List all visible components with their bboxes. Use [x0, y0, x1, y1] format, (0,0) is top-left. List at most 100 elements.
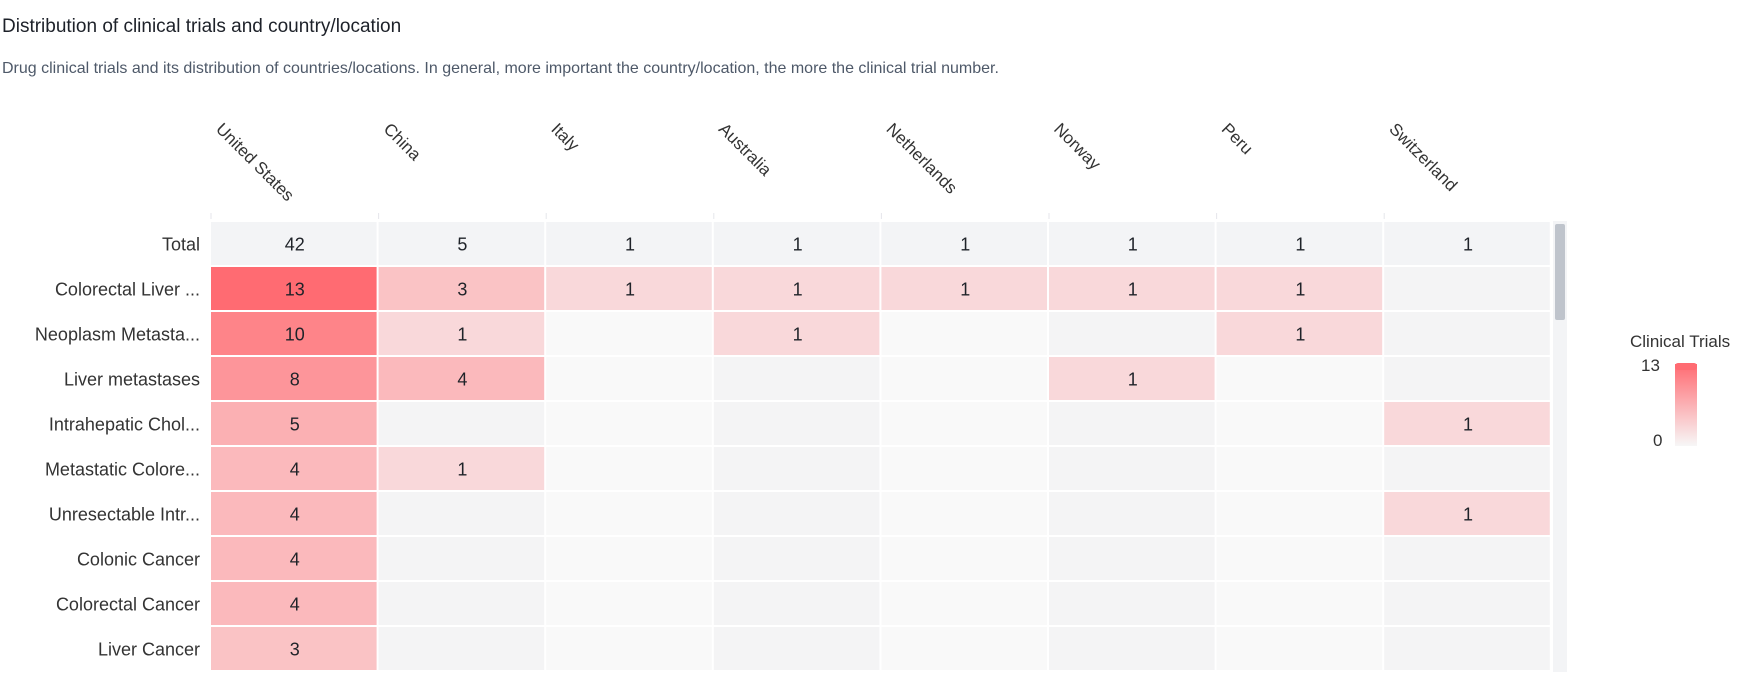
heatmap-cell[interactable]	[1384, 357, 1550, 400]
heatmap-cell[interactable]	[881, 627, 1047, 670]
cell-value: 1	[625, 280, 635, 300]
cell-value: 10	[285, 325, 305, 345]
cell-value: 4	[290, 550, 300, 570]
row-label: Intrahepatic Chol...	[49, 415, 200, 435]
row-label: Colorectal Cancer	[56, 595, 200, 615]
heatmap-cell[interactable]	[1217, 627, 1383, 670]
cell-value: 1	[1463, 505, 1473, 525]
row-label: Metastatic Colore...	[45, 460, 200, 480]
heatmap-cell[interactable]	[546, 627, 712, 670]
legend-max-label: 13	[1641, 356, 1660, 376]
heatmap-cell[interactable]	[1217, 537, 1383, 580]
heatmap-cell[interactable]	[546, 537, 712, 580]
heatmap-cell[interactable]	[379, 402, 545, 445]
heatmap-cell[interactable]	[1217, 582, 1383, 625]
column-header: Norway	[1050, 119, 1105, 174]
heatmap-cell[interactable]	[714, 582, 880, 625]
heatmap-cell[interactable]	[546, 582, 712, 625]
heatmap-cell[interactable]	[881, 402, 1047, 445]
cell-value: 4	[290, 505, 300, 525]
heatmap-cell[interactable]	[881, 447, 1047, 490]
cell-value: 1	[793, 235, 803, 255]
row-label: Colorectal Liver ...	[55, 280, 200, 300]
cell-value: 4	[290, 595, 300, 615]
heatmap-cell[interactable]	[1217, 492, 1383, 535]
heatmap-cell[interactable]	[379, 537, 545, 580]
column-header: Netherlands	[883, 119, 961, 197]
heatmap-cell[interactable]	[714, 447, 880, 490]
cell-value: 1	[1295, 280, 1305, 300]
heatmap-cell[interactable]	[546, 357, 712, 400]
heatmap-cell[interactable]	[1049, 582, 1215, 625]
heatmap-cell[interactable]	[379, 582, 545, 625]
cell-value: 3	[290, 640, 300, 660]
heatmap-cell[interactable]	[546, 492, 712, 535]
cell-value: 8	[290, 370, 300, 390]
heatmap-cell[interactable]	[1384, 447, 1550, 490]
scrollbar-thumb[interactable]	[1555, 224, 1565, 320]
heatmap-chart: United States China Italy Australia Netherla…	[0, 0, 1748, 683]
cell-value: 1	[1463, 235, 1473, 255]
heatmap-cell[interactable]	[1384, 627, 1550, 670]
row-label: Total	[162, 235, 200, 255]
cell-value: 1	[1463, 415, 1473, 435]
heatmap-cell[interactable]	[1049, 447, 1215, 490]
cell-value: 1	[1128, 280, 1138, 300]
cell-value: 1	[1295, 235, 1305, 255]
cell-value: 4	[457, 370, 467, 390]
legend-range-handle[interactable]	[1675, 363, 1697, 370]
legend-title: Clinical Trials	[1630, 332, 1730, 352]
heatmap-cell[interactable]	[714, 357, 880, 400]
heatmap-cell[interactable]	[714, 402, 880, 445]
row-label: Unresectable Intr...	[49, 505, 200, 525]
heatmap-cell[interactable]	[546, 447, 712, 490]
cell-value: 1	[1295, 325, 1305, 345]
column-header: China	[380, 119, 425, 164]
heatmap-cell[interactable]	[1217, 447, 1383, 490]
legend-min-label: 0	[1653, 431, 1662, 451]
heatmap-cell[interactable]	[1217, 402, 1383, 445]
cell-value: 4	[290, 460, 300, 480]
cell-value: 1	[625, 235, 635, 255]
column-header: Italy	[547, 119, 583, 155]
row-label: Neoplasm Metasta...	[35, 325, 200, 345]
cell-value: 1	[457, 460, 467, 480]
heatmap-cell[interactable]	[1049, 537, 1215, 580]
heatmap-cell[interactable]	[379, 492, 545, 535]
cell-value: 1	[1128, 370, 1138, 390]
cell-value: 5	[457, 235, 467, 255]
heatmap-cell[interactable]	[1384, 267, 1550, 310]
heatmap-cell[interactable]	[881, 357, 1047, 400]
heatmap-cell[interactable]	[546, 402, 712, 445]
heatmap-cell[interactable]	[714, 537, 880, 580]
heatmap-cell[interactable]	[379, 627, 545, 670]
heatmap-cell[interactable]	[881, 312, 1047, 355]
cell-value: 3	[457, 280, 467, 300]
legend-color-scale[interactable]	[1675, 364, 1697, 446]
row-label: Liver Cancer	[98, 640, 200, 660]
cell-value: 1	[793, 280, 803, 300]
heatmap-cell[interactable]	[714, 627, 880, 670]
heatmap-cell[interactable]	[546, 312, 712, 355]
cell-value: 42	[285, 235, 305, 255]
cell-value: 1	[960, 235, 970, 255]
heatmap-cell[interactable]	[714, 492, 880, 535]
heatmap-cell[interactable]	[1384, 312, 1550, 355]
cell-value: 1	[793, 325, 803, 345]
column-header: Australia	[715, 119, 776, 180]
row-label: Liver metastases	[64, 370, 200, 390]
heatmap-cell[interactable]	[881, 537, 1047, 580]
column-header: United States	[212, 119, 298, 205]
heatmap-cell[interactable]	[1049, 312, 1215, 355]
cell-value: 1	[457, 325, 467, 345]
heatmap-cell[interactable]	[1384, 582, 1550, 625]
heatmap-cell[interactable]	[1049, 492, 1215, 535]
cell-value: 13	[285, 280, 305, 300]
cell-value: 1	[960, 280, 970, 300]
heatmap-cell[interactable]	[1217, 357, 1383, 400]
heatmap-cell[interactable]	[881, 492, 1047, 535]
heatmap-cell[interactable]	[1384, 537, 1550, 580]
heatmap-cell[interactable]	[1049, 402, 1215, 445]
heatmap-cell[interactable]	[1049, 627, 1215, 670]
heatmap-cell[interactable]	[881, 582, 1047, 625]
